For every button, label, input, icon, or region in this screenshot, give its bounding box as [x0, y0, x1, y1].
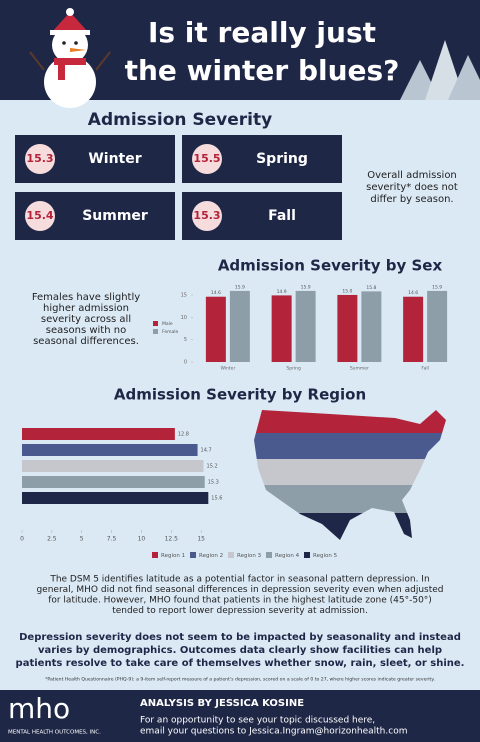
footnote: *Patient Health Questionnaire (PHQ-9): a… [45, 677, 435, 683]
card-value: 15.5 [193, 152, 220, 165]
legend-label: Region 2 [199, 553, 223, 559]
x-tick-label: 7.5 [107, 536, 117, 543]
value-label: 15.9 [301, 284, 311, 290]
x-tick-label: Summer [350, 366, 369, 372]
paragraph-line: The DSM 5 identifies latitude as a poten… [49, 575, 429, 585]
y-tick-label: 15 [181, 292, 187, 298]
x-tick-label: 0 [20, 536, 24, 543]
legend-label: Region 5 [313, 553, 338, 559]
legend-swatch [190, 552, 196, 558]
value-label: 15.6 [211, 496, 222, 502]
note: seasonal differences. [33, 336, 139, 347]
bar [22, 492, 209, 504]
severity-cards: 15.3 Winter 15.5 Spring 15.4 Summer 15.3 Fall [15, 135, 342, 240]
value-label: 12.8 [178, 432, 189, 438]
legend-label: Region 1 [161, 553, 185, 559]
value-label: 15.0 [342, 288, 352, 294]
x-tick-label: Spring [286, 366, 301, 372]
byline: ANALYSIS BY JESSICA KOSINE [140, 698, 304, 709]
card-value: 15.3 [193, 209, 220, 222]
card-label: Summer [82, 208, 148, 224]
title-line: the winter blues? [125, 54, 400, 87]
value-label: 15.8 [366, 285, 376, 291]
value-label: 14.9 [277, 289, 287, 295]
x-tick-label: Winter [220, 366, 235, 372]
section-title: Admission Severity [88, 110, 272, 130]
title-line: Is it really just [148, 16, 376, 49]
note: severity across all [41, 314, 131, 325]
value-label: 14.6 [408, 290, 418, 296]
x-tick-label: 12.5 [165, 536, 179, 543]
card-value: 15.3 [26, 152, 53, 165]
x-tick-label: 15 [197, 536, 205, 543]
y-tick-label: 10 [181, 315, 187, 321]
legend-label: Region 4 [275, 553, 300, 559]
contact-line: email your questions to Jessica.Ingram@h… [140, 727, 407, 737]
legend-swatch [228, 552, 234, 558]
bar [22, 460, 204, 472]
value-label: 15.9 [432, 284, 442, 290]
chart-title: Admission Severity by Sex [218, 257, 443, 275]
value-label: 14.7 [201, 448, 212, 454]
x-tick-label: 10 [138, 536, 146, 543]
snowman [29, 8, 111, 108]
paragraph-line: general, MHO did not find seasonal diffe… [36, 585, 443, 595]
card-label: Winter [88, 151, 141, 167]
conclusion-line: Depression severity does not seem to be … [19, 632, 461, 643]
bar [22, 428, 175, 440]
note: higher admission [43, 303, 129, 314]
card-label: Fall [268, 208, 296, 224]
legend-label: Region 3 [237, 553, 262, 559]
bar [271, 295, 292, 362]
legend-swatch [266, 552, 272, 558]
legend-label: Female [162, 329, 179, 335]
x-tick-label: 2.5 [47, 536, 57, 543]
note: severity* does not [366, 182, 458, 193]
trees [400, 40, 480, 100]
card-value: 15.4 [26, 209, 53, 222]
value-badge [192, 201, 222, 231]
paragraph-line: for latitude. However, MHO found that pa… [48, 596, 432, 606]
bar [337, 294, 358, 362]
note: differ by season. [370, 194, 453, 205]
conclusion-line: patients resolve to take care of themsel… [16, 658, 465, 669]
value-label: 14.6 [211, 290, 221, 296]
bar [229, 290, 250, 362]
value-badge [25, 201, 55, 231]
legend-label: Male [162, 321, 173, 327]
value-badge [25, 144, 55, 174]
conclusion-line: varies by demographics. Outcomes data cl… [38, 645, 442, 656]
legend-swatch [153, 321, 158, 326]
company: MENTAL HEALTH OUTCOMES, INC. [8, 730, 101, 736]
x-tick-label: Fall [421, 366, 428, 372]
bar [22, 444, 198, 456]
contact-line: For an opportunity to see your topic dis… [140, 716, 375, 726]
legend-swatch [304, 552, 310, 558]
bar [403, 296, 424, 362]
logo: mho [8, 692, 70, 725]
footer-band [0, 690, 480, 742]
y-tick-label: 0 [184, 360, 187, 366]
chart-title: Admission Severity by Region [114, 386, 366, 404]
value-label: 15.9 [235, 284, 245, 290]
bar [295, 290, 316, 362]
bar [22, 476, 205, 488]
value-label: 15.2 [207, 464, 218, 470]
note: Females have slightly [32, 292, 140, 303]
paragraph-line: tended to report lower depression severi… [112, 606, 368, 616]
legend-swatch [153, 329, 158, 334]
x-tick-label: 5 [80, 536, 84, 543]
bar [427, 290, 448, 362]
bar [205, 296, 226, 362]
card-label: Spring [256, 151, 308, 167]
note: seasons with no [46, 325, 126, 336]
legend-swatch [152, 552, 158, 558]
bar [361, 291, 382, 362]
value-badge [192, 144, 222, 174]
value-label: 15.3 [208, 480, 219, 486]
note: Overall admission [367, 170, 457, 181]
y-tick-label: 5 [184, 337, 187, 343]
